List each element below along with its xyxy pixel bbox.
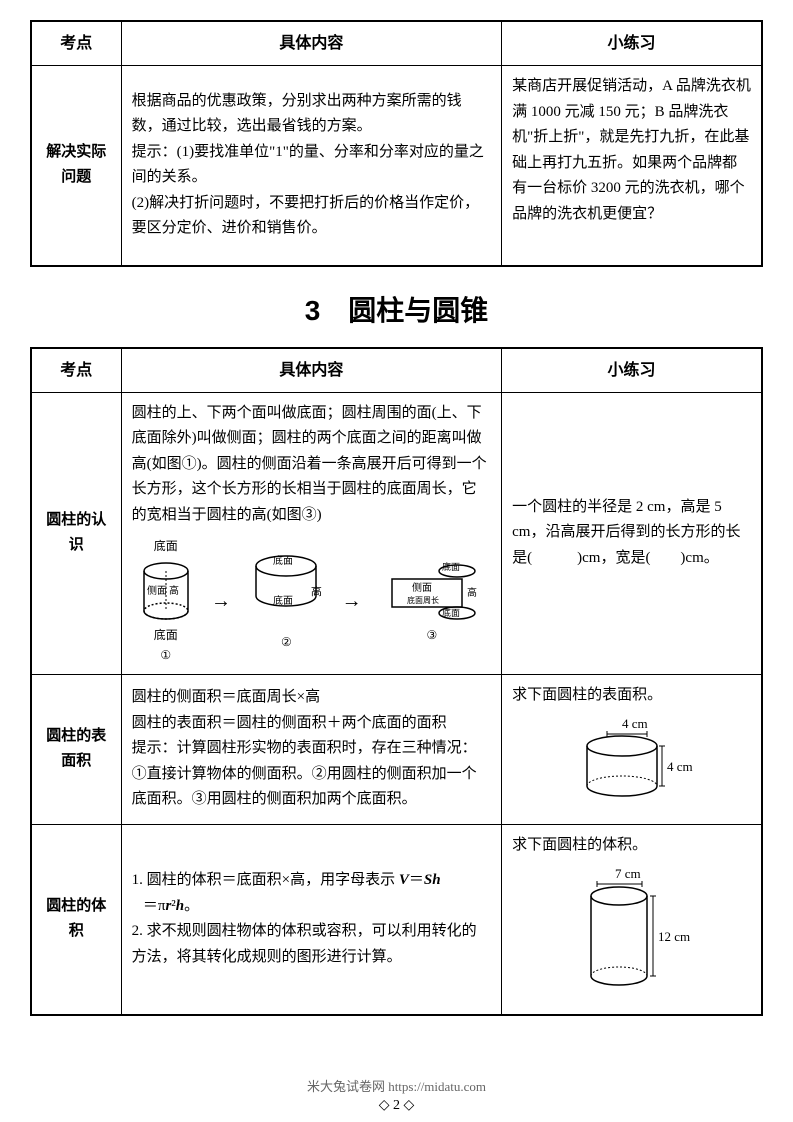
table-row: 圆柱的表面积 圆柱的侧面积＝底面周长×高 圆柱的表面积＝圆柱的侧面积＋两个底面的… <box>31 674 762 824</box>
table-row: 考点 具体内容 小练习 <box>31 21 762 66</box>
cylinder-diagram-row: 底面 侧面 高 底面 ① <box>132 536 492 665</box>
cell-content: 根据商品的优惠政策，分别求出两种方案所需的钱数，通过比较，选出最省钱的方案。 提… <box>121 66 502 266</box>
label: ① <box>160 645 171 665</box>
table-2: 考点 具体内容 小练习 圆柱的认识 圆柱的上、下两个面叫做底面；圆柱周围的面(上… <box>30 347 763 1016</box>
svg-text:底面: 底面 <box>442 607 460 618</box>
page-footer: 米大兔试卷网 https://midatu.com ◇ 2 ◇ <box>0 1076 793 1114</box>
table-row: 圆柱的认识 圆柱的上、下两个面叫做底面；圆柱周围的面(上、下底面除外)叫做侧面；… <box>31 392 762 674</box>
cell-content: 圆柱的上、下两个面叫做底面；圆柱周围的面(上、下底面除外)叫做侧面；圆柱的两个底… <box>121 392 502 674</box>
svg-text:4 cm: 4 cm <box>667 759 693 774</box>
cylinder-icon: 7 cm 12 cm <box>567 866 697 996</box>
page-number: ◇ 2 ◇ <box>0 1097 793 1114</box>
practice-title: 求下面圆柱的表面积。 <box>512 683 751 709</box>
unrolled-icon: 底面 侧面 底面周长 底面 高 <box>382 561 482 621</box>
table-row: 解决实际问题 根据商品的优惠政策，分别求出两种方案所需的钱数，通过比较，选出最省… <box>31 66 762 266</box>
var: Sh <box>424 872 441 888</box>
header-topic: 考点 <box>31 348 121 393</box>
paragraph: 2. 求不规则圆柱物体的体积或容积，可以利用转化的方法，将其转化成规则的图形进行… <box>132 919 492 970</box>
text: 。 <box>184 898 199 914</box>
paragraph: 圆柱的侧面积＝底面周长×高 <box>132 685 492 711</box>
svg-text:底面: 底面 <box>273 594 293 607</box>
section-title: 3 圆柱与圆锥 <box>30 289 763 329</box>
footer-link: 米大兔试卷网 https://midatu.com <box>0 1076 793 1095</box>
paragraph: 提示：(1)要找准单位"1"的量、分率和分率对应的量之间的关系。 <box>132 140 492 191</box>
cell-practice: 一个圆柱的半径是 2 cm，高是 5 cm，沿高展开后得到的长方形的长是( )c… <box>502 392 762 674</box>
arrow-icon: → <box>342 584 362 618</box>
label: ② <box>281 632 292 652</box>
text: 1. 圆柱的体积＝底面积×高，用字母表示 <box>132 872 399 888</box>
paragraph: 提示：计算圆柱形实物的表面积时，存在三种情况：①直接计算物体的侧面积。②用圆柱的… <box>132 736 492 813</box>
svg-text:高: 高 <box>467 586 477 599</box>
var: V <box>399 872 409 888</box>
cell-practice: 求下面圆柱的体积。 7 cm <box>502 824 762 1015</box>
header-practice: 小练习 <box>502 21 762 66</box>
cell-topic: 圆柱的表面积 <box>31 674 121 824</box>
svg-text:底面周长: 底面周长 <box>407 595 439 605</box>
text: ＝ <box>409 872 424 888</box>
svg-text:侧面: 侧面 <box>412 581 432 594</box>
cylinder-practice-diagram: 4 cm 4 cm <box>512 716 751 816</box>
header-content: 具体内容 <box>121 21 502 66</box>
var: h <box>176 898 184 914</box>
svg-text:4 cm: 4 cm <box>622 716 648 731</box>
diagram-1: 底面 侧面 高 底面 ① <box>141 536 191 665</box>
cylinder-icon: 4 cm 4 cm <box>567 716 697 806</box>
diagram-2: 底面 底面 高 ② <box>251 550 321 652</box>
cell-topic: 圆柱的体积 <box>31 824 121 1015</box>
cylinder-practice-diagram: 7 cm 12 cm <box>512 866 751 1006</box>
label: 高 <box>311 583 322 602</box>
paragraph: 1. 圆柱的体积＝底面积×高，用字母表示 V＝Sh ＝πr²h。 <box>132 868 492 919</box>
header-topic: 考点 <box>31 21 121 66</box>
cell-content: 1. 圆柱的体积＝底面积×高，用字母表示 V＝Sh ＝πr²h。 2. 求不规则… <box>121 824 502 1015</box>
table-row: 考点 具体内容 小练习 <box>31 348 762 393</box>
practice-title: 求下面圆柱的体积。 <box>512 833 751 859</box>
cell-topic: 解决实际问题 <box>31 66 121 266</box>
svg-text:高: 高 <box>169 584 179 597</box>
svg-text:底面: 底面 <box>442 561 460 572</box>
cell-practice: 某商店开展促销活动，A 品牌洗衣机满 1000 元减 150 元；B 品牌洗衣机… <box>502 66 762 266</box>
cell-content: 圆柱的侧面积＝底面周长×高 圆柱的表面积＝圆柱的侧面积＋两个底面的面积 提示：计… <box>121 674 502 824</box>
diagram-3: 底面 侧面 底面周长 底面 高 ③ <box>382 557 482 645</box>
label: ③ <box>427 625 438 645</box>
label: 底面 <box>154 625 178 645</box>
cylinder-icon: 侧面 高 <box>141 561 191 621</box>
arrow-icon: → <box>211 584 231 618</box>
paragraph: 根据商品的优惠政策，分别求出两种方案所需的钱数，通过比较，选出最省钱的方案。 <box>132 89 492 140</box>
text: ＝π <box>143 898 166 914</box>
paragraph: 圆柱的表面积＝圆柱的侧面积＋两个底面的面积 <box>132 711 492 737</box>
cell-practice: 求下面圆柱的表面积。 4 cm <box>502 674 762 824</box>
svg-text:12 cm: 12 cm <box>658 929 690 944</box>
paragraph: 圆柱的上、下两个面叫做底面；圆柱周围的面(上、下底面除外)叫做侧面；圆柱的两个底… <box>132 401 492 529</box>
table-row: 圆柱的体积 1. 圆柱的体积＝底面积×高，用字母表示 V＝Sh ＝πr²h。 2… <box>31 824 762 1015</box>
svg-text:侧面: 侧面 <box>147 584 167 597</box>
svg-text:7 cm: 7 cm <box>615 866 641 881</box>
label: 底面 <box>154 536 178 556</box>
table-1: 考点 具体内容 小练习 解决实际问题 根据商品的优惠政策，分别求出两种方案所需的… <box>30 20 763 267</box>
header-practice: 小练习 <box>502 348 762 393</box>
paragraph: (2)解决打折问题时，不要把打折后的价格当作定价，要区分定价、进价和销售价。 <box>132 191 492 242</box>
cell-topic: 圆柱的认识 <box>31 392 121 674</box>
header-content: 具体内容 <box>121 348 502 393</box>
svg-text:底面: 底面 <box>273 554 293 567</box>
